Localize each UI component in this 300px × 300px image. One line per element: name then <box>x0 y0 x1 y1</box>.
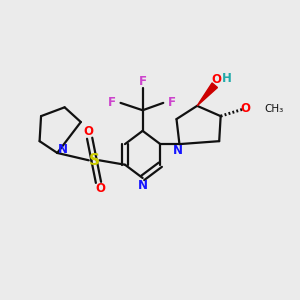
Text: N: N <box>173 144 183 157</box>
Text: S: S <box>88 153 100 168</box>
Text: H: H <box>222 72 232 85</box>
Text: F: F <box>139 75 147 88</box>
Polygon shape <box>197 83 218 106</box>
Text: CH₃: CH₃ <box>264 104 284 114</box>
Text: N: N <box>58 143 68 157</box>
Text: F: F <box>167 96 175 110</box>
Text: O: O <box>83 125 93 138</box>
Text: O: O <box>211 74 221 86</box>
Text: F: F <box>108 96 116 110</box>
Text: N: N <box>138 179 148 192</box>
Text: O: O <box>95 182 105 195</box>
Text: O: O <box>241 102 251 115</box>
